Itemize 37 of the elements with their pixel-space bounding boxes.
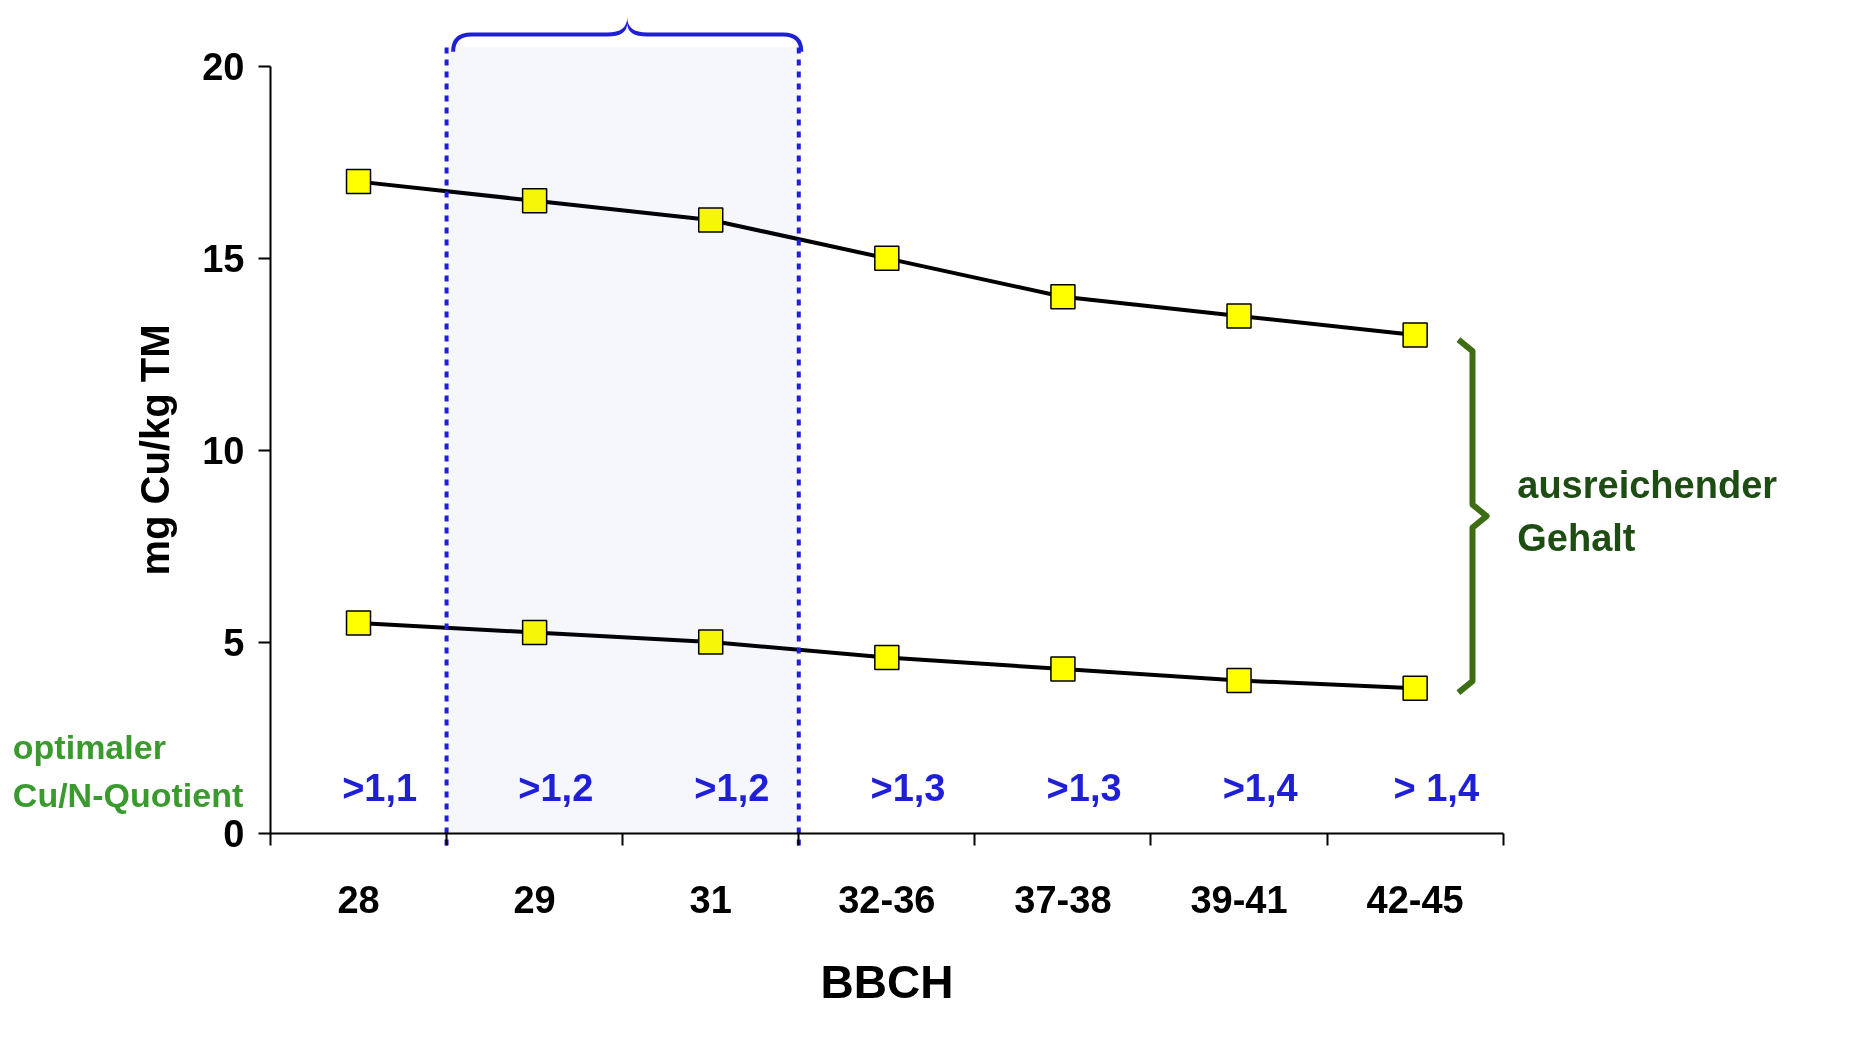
x-tick-label: 28 <box>337 878 380 921</box>
point <box>1050 656 1076 682</box>
point <box>874 245 900 272</box>
x-tick-label: 39-41 <box>1190 878 1288 921</box>
annotation: > 1,4 <box>1393 766 1480 809</box>
point <box>1402 675 1428 701</box>
point <box>1226 303 1252 329</box>
x-axis-title: BBCH <box>820 955 954 1008</box>
annotation: >1,2 <box>518 766 594 809</box>
y-tick-label: 10 <box>202 429 245 472</box>
text: ausreichender Gehalt <box>1517 464 1778 559</box>
annotation: >1,1 <box>342 766 418 809</box>
point <box>874 644 900 671</box>
point <box>345 168 372 195</box>
point <box>1402 322 1428 348</box>
x-tick-label: 42-45 <box>1366 878 1464 921</box>
y-tick-label: 15 <box>202 237 245 280</box>
y-tick-label: 20 <box>202 46 245 88</box>
point <box>345 610 372 636</box>
annotation: >1,3 <box>1046 766 1122 809</box>
x-tick-label: 31 <box>689 878 732 921</box>
x-tick-label: 37-38 <box>1014 878 1112 921</box>
y-tick-label: 5 <box>223 621 245 664</box>
point <box>697 207 724 233</box>
point <box>521 188 548 214</box>
x-tick-label: 32-36 <box>838 878 936 921</box>
point <box>1050 283 1076 310</box>
point <box>521 619 548 646</box>
text: optimaler Cu/N-Quotient <box>12 728 244 814</box>
annotation: >1,4 <box>1222 766 1298 809</box>
y-axis-title: mg Cu/kg TM <box>133 324 178 576</box>
point <box>697 629 724 655</box>
point <box>1226 667 1252 694</box>
x-tick-label: 29 <box>513 878 556 921</box>
y-tick-label: 0 <box>223 813 245 856</box>
annotation: >1,3 <box>870 766 946 809</box>
annotation: >1,2 <box>694 766 770 809</box>
